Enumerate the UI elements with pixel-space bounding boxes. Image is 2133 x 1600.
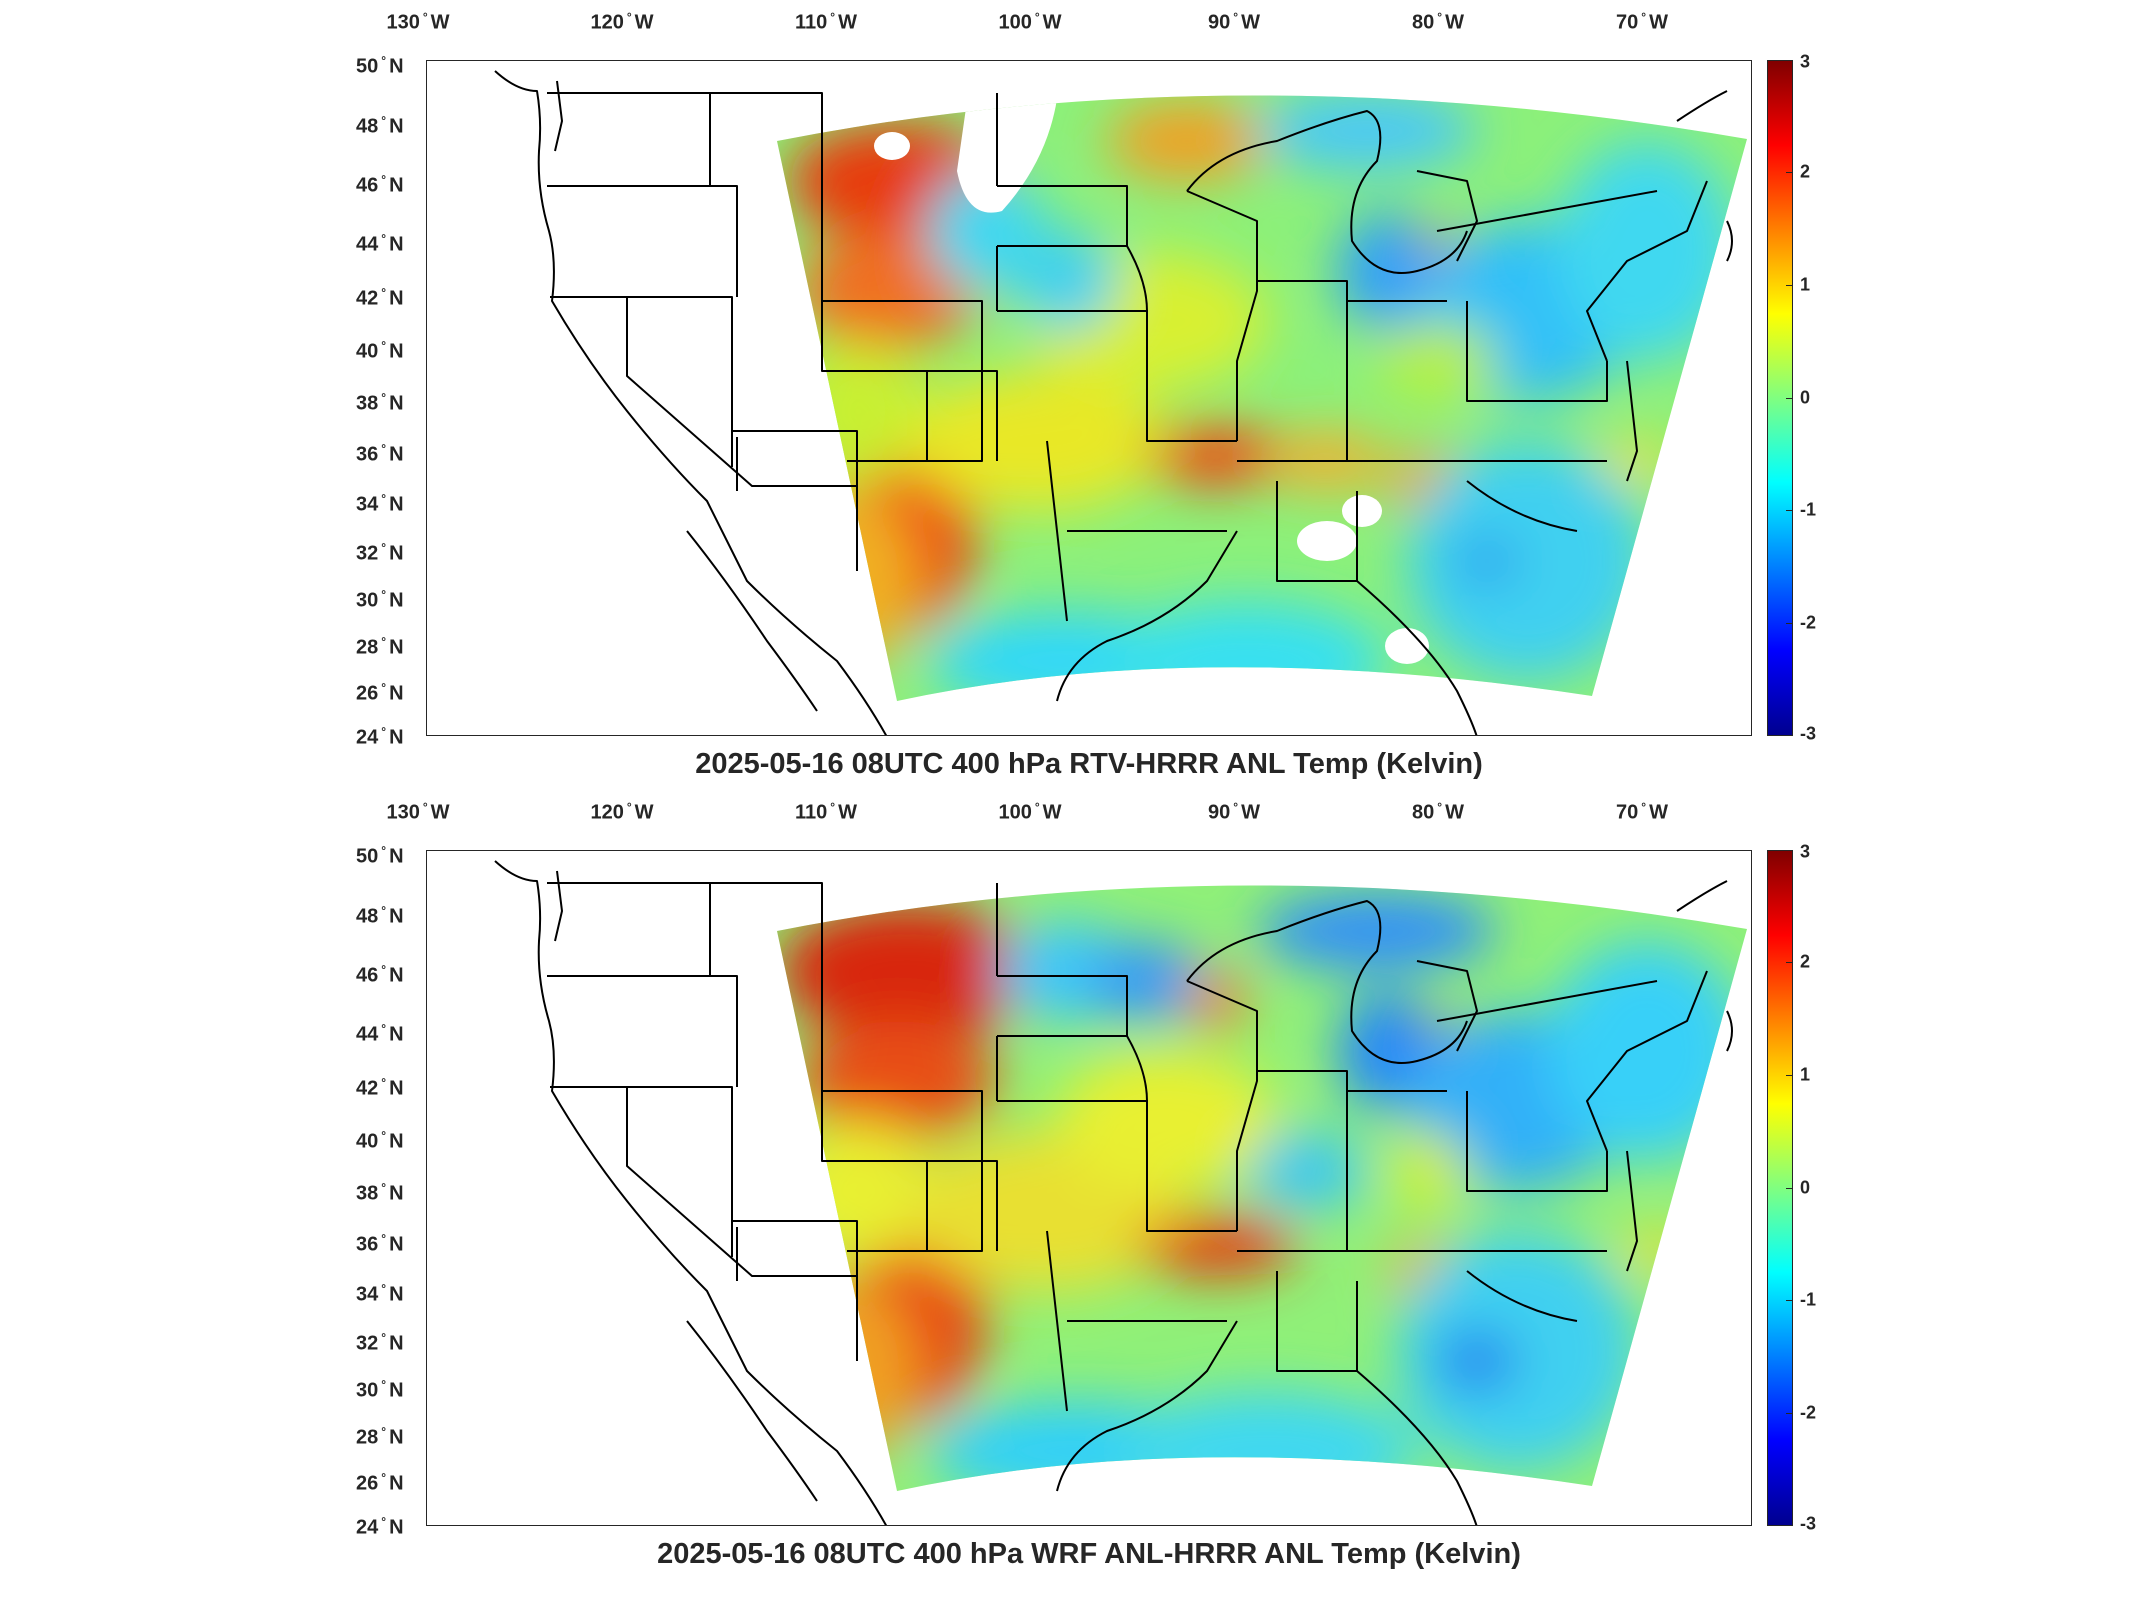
lat-label: 26 ° N (356, 1470, 404, 1495)
lat-label: 46 ° N (356, 172, 404, 197)
lat-label: 26 ° N (356, 680, 404, 705)
lat-label: 48 ° N (356, 903, 404, 928)
colorbar-tick-label: 1 (1800, 1064, 1811, 1085)
temperature-difference-field (777, 95, 1747, 701)
lat-label: 42 ° N (356, 1075, 404, 1100)
panel-title: 2025-05-16 08UTC 400 hPa WRF ANL-HRRR AN… (657, 1538, 1521, 1570)
map-field-svg (494, 860, 1747, 1525)
lat-label: 48 ° N (356, 113, 404, 138)
lon-label: 100 ° W (998, 800, 1062, 824)
map-boundaries (494, 70, 1733, 735)
lat-label: 30 ° N (356, 587, 404, 612)
lon-label: 120 ° W (590, 800, 654, 824)
colorbar-tick-label: 2 (1800, 951, 1811, 972)
colorbar-tickmark (1786, 285, 1793, 286)
lat-label: 50 ° N (356, 53, 404, 78)
lon-label: 90 ° W (1208, 800, 1260, 824)
lat-label: 24 ° N (356, 1514, 404, 1539)
lat-label: 32 ° N (356, 540, 404, 565)
lat-label: 40 ° N (356, 338, 404, 363)
colorbar-tick-label: -3 (1800, 1513, 1817, 1534)
colorbar-tickmark (1786, 510, 1793, 511)
lon-label: 110 ° W (795, 10, 857, 34)
lat-label: 36 ° N (356, 441, 404, 466)
lon-label: 130 ° W (386, 800, 450, 824)
lat-label: 30 ° N (356, 1377, 404, 1402)
lat-label: 46 ° N (356, 962, 404, 987)
lat-label: 28 ° N (356, 1424, 404, 1449)
lat-label: 34 ° N (356, 1281, 404, 1306)
colorbar-tickmark (1786, 1075, 1793, 1076)
colorbar-tick-label: 2 (1800, 161, 1811, 182)
temperature-difference-field (777, 885, 1747, 1491)
colorbar-tickmark (1786, 1188, 1793, 1189)
colorbar-tick-label: 1 (1800, 274, 1811, 295)
colorbar-tick-label: 3 (1800, 51, 1811, 72)
colorbar-tick-label: -2 (1800, 612, 1817, 633)
lat-label: 32 ° N (356, 1330, 404, 1355)
lon-label: 90 ° W (1208, 10, 1260, 34)
lon-label: 120 ° W (590, 10, 654, 34)
lat-label: 38 ° N (356, 1180, 404, 1205)
map-plot-area (426, 850, 1752, 1526)
map-plot-area (426, 60, 1752, 736)
lon-label: 80 ° W (1412, 10, 1464, 34)
map-field-svg (494, 70, 1747, 735)
lat-label: 34 ° N (356, 491, 404, 516)
colorbar-tickmark (1786, 172, 1793, 173)
colorbar-tick-label: 0 (1800, 1177, 1811, 1198)
lat-label: 36 ° N (356, 1231, 404, 1256)
lon-label: 100 ° W (998, 10, 1062, 34)
lat-label: 44 ° N (356, 231, 404, 256)
map-panel-wrf: 130 ° W 120 ° W 110 ° W 100 ° W 90 ° W 80 ° W 70 ° W 5… (0, 790, 2133, 1590)
lat-label: 40 ° N (356, 1128, 404, 1153)
colorbar-tickmark (1786, 962, 1793, 963)
colorbar-tickmark (1786, 1300, 1793, 1301)
lat-label: 44 ° N (356, 1021, 404, 1046)
colorbar-tickmark (1786, 398, 1793, 399)
lon-label: 130 ° W (386, 10, 450, 34)
map-panel-rtv: 130 ° W 120 ° W 110 ° W 100 ° W 90 ° W 80 ° W 70 ° W 5… (356, 10, 1817, 780)
colorbar-tick-label: 0 (1800, 387, 1811, 408)
colorbar-tick-label: 3 (1800, 841, 1811, 862)
lon-label: 70 ° W (1616, 800, 1668, 824)
lat-label: 50 ° N (356, 843, 404, 868)
lon-label: 80 ° W (1412, 800, 1464, 824)
colorbar-tick-label: -1 (1800, 499, 1817, 520)
colorbar-tick-label: -3 (1800, 723, 1817, 744)
lat-label: 42 ° N (356, 285, 404, 310)
colorbar-tickmark (1786, 1413, 1793, 1414)
panel-title: 2025-05-16 08UTC 400 hPa RTV-HRRR ANL Te… (695, 748, 1483, 780)
lon-label: 110 ° W (795, 800, 857, 824)
lon-label: 70 ° W (1616, 10, 1668, 34)
map-boundaries (494, 860, 1733, 1525)
colorbar-tickmark (1786, 623, 1793, 624)
lat-label: 38 ° N (356, 390, 404, 415)
lat-label: 28 ° N (356, 634, 404, 659)
lat-label: 24 ° N (356, 724, 404, 749)
colorbar-tick-label: -1 (1800, 1289, 1817, 1310)
colorbar-tick-label: -2 (1800, 1402, 1817, 1423)
